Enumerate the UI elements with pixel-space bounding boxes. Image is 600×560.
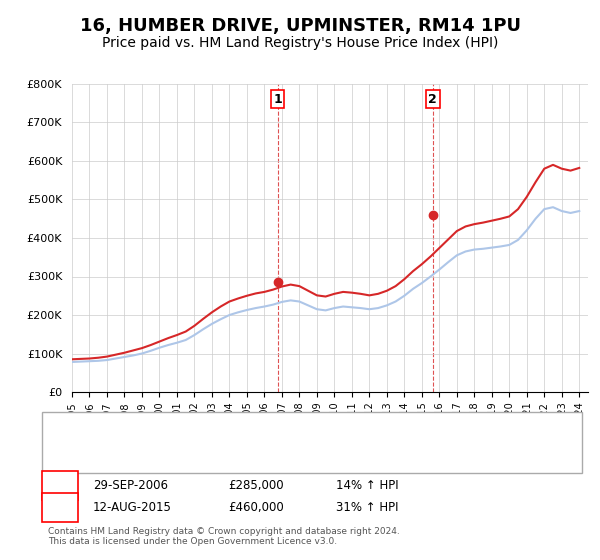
Text: 14% ↑ HPI: 14% ↑ HPI	[336, 479, 398, 492]
Text: ─────: ─────	[60, 447, 97, 460]
Text: 2: 2	[56, 501, 64, 515]
Text: 1: 1	[273, 93, 282, 106]
Text: 31% ↑ HPI: 31% ↑ HPI	[336, 501, 398, 515]
Text: 16, HUMBER DRIVE, UPMINSTER, RM14 1PU (semi-detached house): 16, HUMBER DRIVE, UPMINSTER, RM14 1PU (s…	[105, 426, 454, 436]
Text: Price paid vs. HM Land Registry's House Price Index (HPI): Price paid vs. HM Land Registry's House …	[102, 36, 498, 50]
Text: £285,000: £285,000	[228, 479, 284, 492]
Text: Contains HM Land Registry data © Crown copyright and database right 2024.
This d: Contains HM Land Registry data © Crown c…	[48, 526, 400, 546]
Text: 29-SEP-2006: 29-SEP-2006	[93, 479, 168, 492]
Text: HPI: Average price, semi-detached house, Havering: HPI: Average price, semi-detached house,…	[105, 449, 374, 459]
Text: 16, HUMBER DRIVE, UPMINSTER, RM14 1PU: 16, HUMBER DRIVE, UPMINSTER, RM14 1PU	[79, 17, 521, 35]
Text: 2: 2	[428, 93, 437, 106]
Text: ─────: ─────	[60, 425, 97, 438]
Text: 1: 1	[56, 479, 64, 492]
Text: £460,000: £460,000	[228, 501, 284, 515]
Text: 12-AUG-2015: 12-AUG-2015	[93, 501, 172, 515]
